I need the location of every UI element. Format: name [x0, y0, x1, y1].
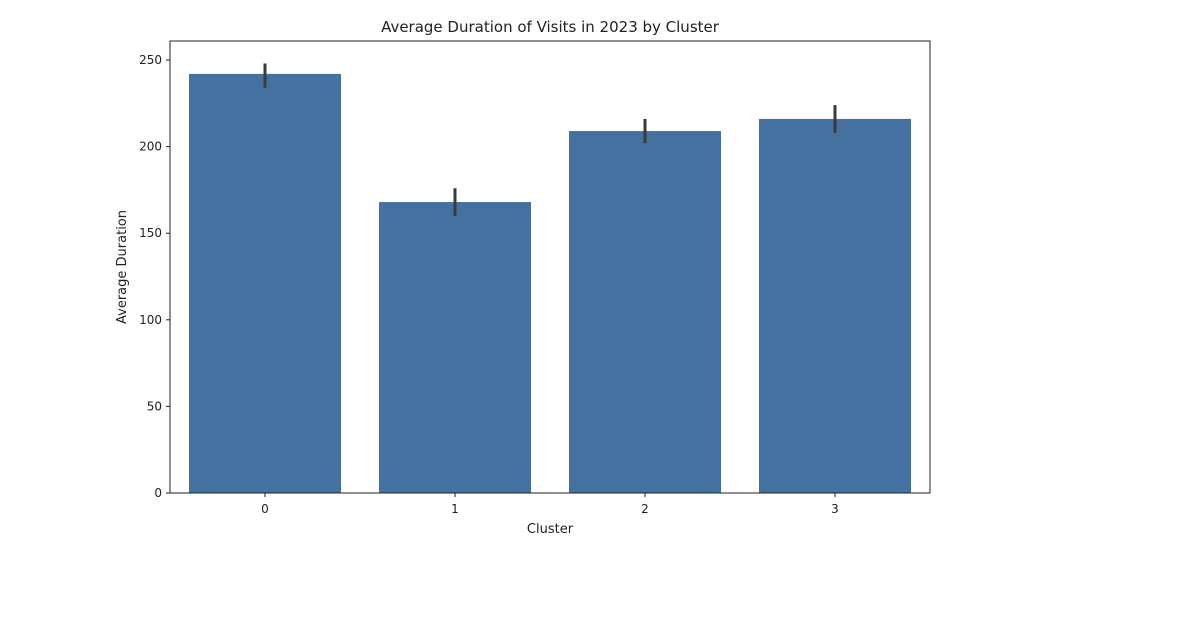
chart-title: Average Duration of Visits in 2023 by Cl…: [381, 18, 720, 36]
bar-cluster-0: [189, 73, 341, 494]
y-tick-label: 150: [139, 226, 162, 240]
y-tick-label: 0: [154, 486, 162, 500]
y-tick-label: 50: [147, 399, 162, 413]
x-tick-label: 2: [641, 502, 649, 516]
x-axis-label: Cluster: [527, 522, 574, 537]
x-tick-label: 0: [261, 502, 269, 516]
plot-area: [189, 63, 911, 494]
y-tick-label: 250: [139, 53, 162, 67]
y-tick-label: 100: [139, 313, 162, 327]
y-tick-label: 200: [139, 140, 162, 154]
y-axis-label: Average Duration: [115, 210, 130, 324]
bar-cluster-1: [379, 202, 531, 493]
y-axis: 0 50 100 150 200 250: [139, 53, 170, 500]
bar-cluster-3: [759, 118, 911, 494]
plot-frame: [169, 40, 931, 494]
x-axis: 0 1 2 3: [261, 493, 839, 516]
bar-cluster-2: [569, 131, 721, 494]
x-tick-label: 1: [451, 502, 459, 516]
x-tick-label: 3: [831, 502, 839, 516]
